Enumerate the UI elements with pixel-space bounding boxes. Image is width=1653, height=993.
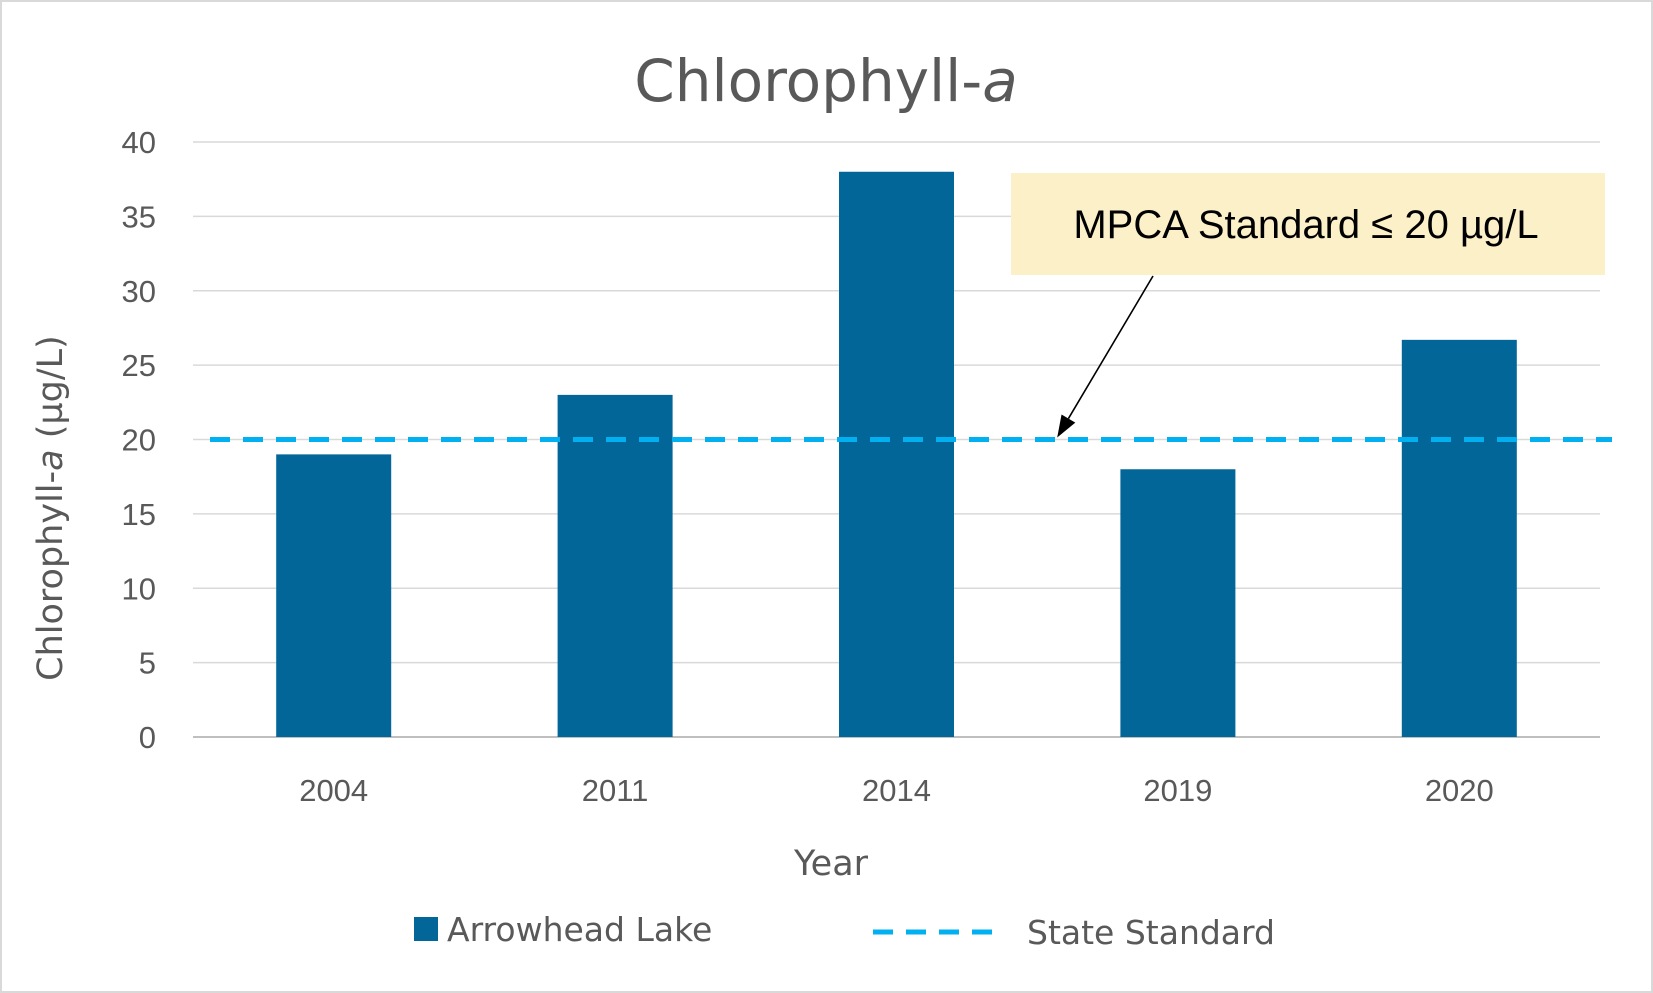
annotation-arrow [1067,275,1154,419]
bar-2019 [1120,469,1236,737]
y-tick-label: 15 [122,497,156,532]
y-tick-label: 0 [139,720,156,755]
bar-2020 [1401,339,1517,737]
bars [276,171,1517,737]
x-tick-label: 2004 [299,773,368,808]
bar-2004 [276,454,392,737]
annotation-text: MPCA Standard ≤ 20 µg/L [1073,203,1538,247]
bar-2011 [557,394,673,737]
x-tick-label: 2019 [1143,773,1212,808]
y-tick-label: 5 [139,646,156,681]
y-tick-label: 35 [122,199,156,234]
annotation-arrowhead [1057,414,1076,438]
y-axis-label: Chlorophyll-a (µg/L) [31,335,71,681]
legend-swatch-arrowhead-lake [414,917,438,941]
annotation-box [1011,173,1605,275]
y-tick-label: 20 [122,423,156,458]
chart-title: Chlorophyll-a [634,47,1018,115]
y-tick-label: 30 [122,274,156,309]
legend-label-state-standard: State Standard [1027,913,1275,952]
annotation-callout: MPCA Standard ≤ 20 µg/L [1011,173,1605,438]
x-tick-label: 2020 [1425,773,1494,808]
y-tick-label: 10 [122,571,156,606]
x-tick-label: 2011 [582,773,649,808]
legend-label-arrowhead-lake: Arrowhead Lake [447,910,712,949]
y-tick-label: 40 [122,125,156,160]
bar-2014 [839,171,954,737]
legend: Arrowhead Lake State Standard [414,910,1275,952]
x-axis-ticks: 2004 2011 2014 2019 2020 [299,773,1494,808]
y-axis-ticks: 0 5 10 15 20 25 30 35 40 [122,125,156,755]
y-tick-label: 25 [122,348,156,383]
x-axis-label: Year [793,844,869,884]
x-tick-label: 2014 [862,773,931,808]
